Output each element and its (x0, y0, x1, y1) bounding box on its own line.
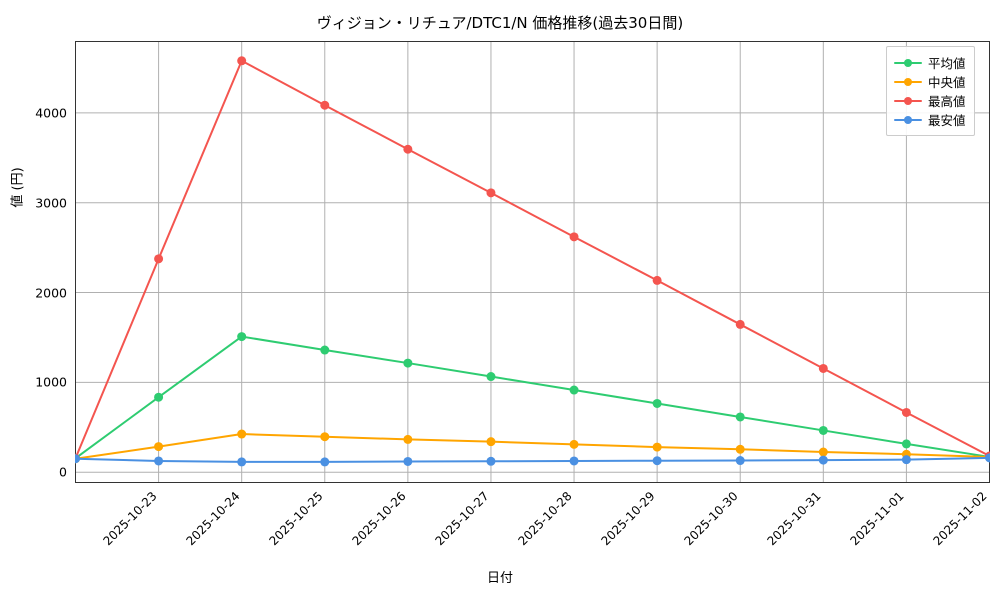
data-point-marker (735, 412, 745, 422)
chart-legend: 平均値中央値最高値最安値 (886, 46, 975, 136)
plot-area (75, 41, 990, 483)
grid-lines (75, 41, 990, 483)
legend-item[interactable]: 平均値 (894, 53, 966, 72)
data-point-marker (154, 254, 164, 264)
plot-border (75, 41, 990, 483)
data-point-marker (320, 100, 330, 110)
y-tick-label: 0 (59, 464, 67, 480)
y-tick-label: 1000 (35, 374, 67, 390)
data-point-marker (237, 429, 247, 439)
data-point-marker (569, 385, 579, 395)
data-point-marker (154, 392, 164, 402)
data-point-marker (403, 456, 413, 466)
data-point-marker (735, 456, 745, 466)
x-tick-label: 2025-10-26 (349, 489, 409, 549)
y-tick-label: 4000 (35, 105, 67, 121)
series-line (75, 433, 990, 460)
data-series-group (75, 56, 990, 467)
data-point-marker (818, 363, 828, 373)
plot-svg (75, 41, 990, 483)
x-axis-label: 日付 (486, 571, 513, 586)
data-point-marker (320, 432, 330, 442)
series-line (75, 335, 990, 460)
y-tick-label: 2000 (35, 285, 67, 301)
x-tick-label: 2025-10-30 (681, 489, 741, 549)
data-point-marker (569, 232, 579, 242)
data-point-marker (901, 455, 911, 465)
x-tick-label: 2025-11-01 (847, 489, 907, 549)
x-tick-label: 2025-10-24 (183, 489, 243, 549)
data-point-marker (75, 454, 80, 464)
chart-title: ヴィジョン・リチュア/DTC1/N 価格推移(過去30日間) (316, 14, 684, 32)
data-point-marker (486, 456, 496, 466)
legend-swatch-icon (894, 75, 922, 89)
x-tick-label: 2025-10-23 (99, 489, 160, 549)
legend-swatch-icon (894, 113, 922, 127)
data-point-marker (403, 144, 413, 154)
data-point-marker (154, 456, 164, 466)
series-line (75, 59, 990, 460)
data-series (75, 56, 990, 463)
legend-label: 中央値 (928, 75, 966, 90)
legend-label: 平均値 (928, 56, 966, 71)
x-axis-tick-labels: 2025-10-23 2025-10-24 2025-10-25 2025-10-26… (75, 489, 990, 569)
x-tick-label: 2025-10-29 (598, 489, 658, 549)
x-tick-label: 2025-10-27 (432, 489, 492, 549)
series-line (75, 456, 990, 463)
data-series (75, 429, 990, 464)
legend-item[interactable]: 最高値 (894, 91, 966, 110)
data-point-marker (901, 407, 911, 417)
y-tick-label: 3000 (35, 195, 67, 211)
data-series (75, 453, 990, 467)
data-point-marker (652, 442, 662, 452)
data-point-marker (652, 456, 662, 466)
data-point-marker (403, 358, 413, 368)
legend-item[interactable]: 中央値 (894, 72, 966, 91)
data-point-marker (237, 457, 247, 467)
legend-label: 最安値 (928, 113, 966, 128)
legend-swatch-icon (894, 56, 922, 70)
legend-swatch-icon (894, 94, 922, 108)
data-point-marker (985, 453, 990, 463)
x-tick-label: 2025-10-25 (266, 489, 326, 549)
data-point-marker (486, 437, 496, 447)
data-point-marker (154, 442, 164, 452)
x-tick-label: 2025-10-28 (515, 489, 575, 549)
data-point-marker (237, 332, 247, 342)
data-point-marker (569, 456, 579, 466)
data-point-marker (486, 188, 496, 198)
data-point-marker (320, 345, 330, 355)
y-axis-tick-labels: 0 1000 2000 3000 4000 (0, 41, 67, 483)
data-point-marker (735, 444, 745, 454)
data-point-marker (818, 455, 828, 465)
data-point-marker (652, 275, 662, 285)
data-point-marker (237, 56, 247, 66)
data-point-marker (652, 398, 662, 408)
legend-item[interactable]: 最安値 (894, 110, 966, 129)
x-tick-label: 2025-11-02 (930, 489, 991, 549)
data-point-marker (818, 447, 828, 457)
data-point-marker (901, 439, 911, 449)
data-point-marker (735, 319, 745, 329)
x-tick-label: 2025-10-31 (764, 489, 824, 549)
data-point-marker (818, 425, 828, 435)
data-point-marker (486, 372, 496, 382)
data-point-marker (403, 434, 413, 444)
legend-label: 最高値 (928, 94, 966, 109)
data-point-marker (320, 457, 330, 467)
data-point-marker (569, 439, 579, 449)
